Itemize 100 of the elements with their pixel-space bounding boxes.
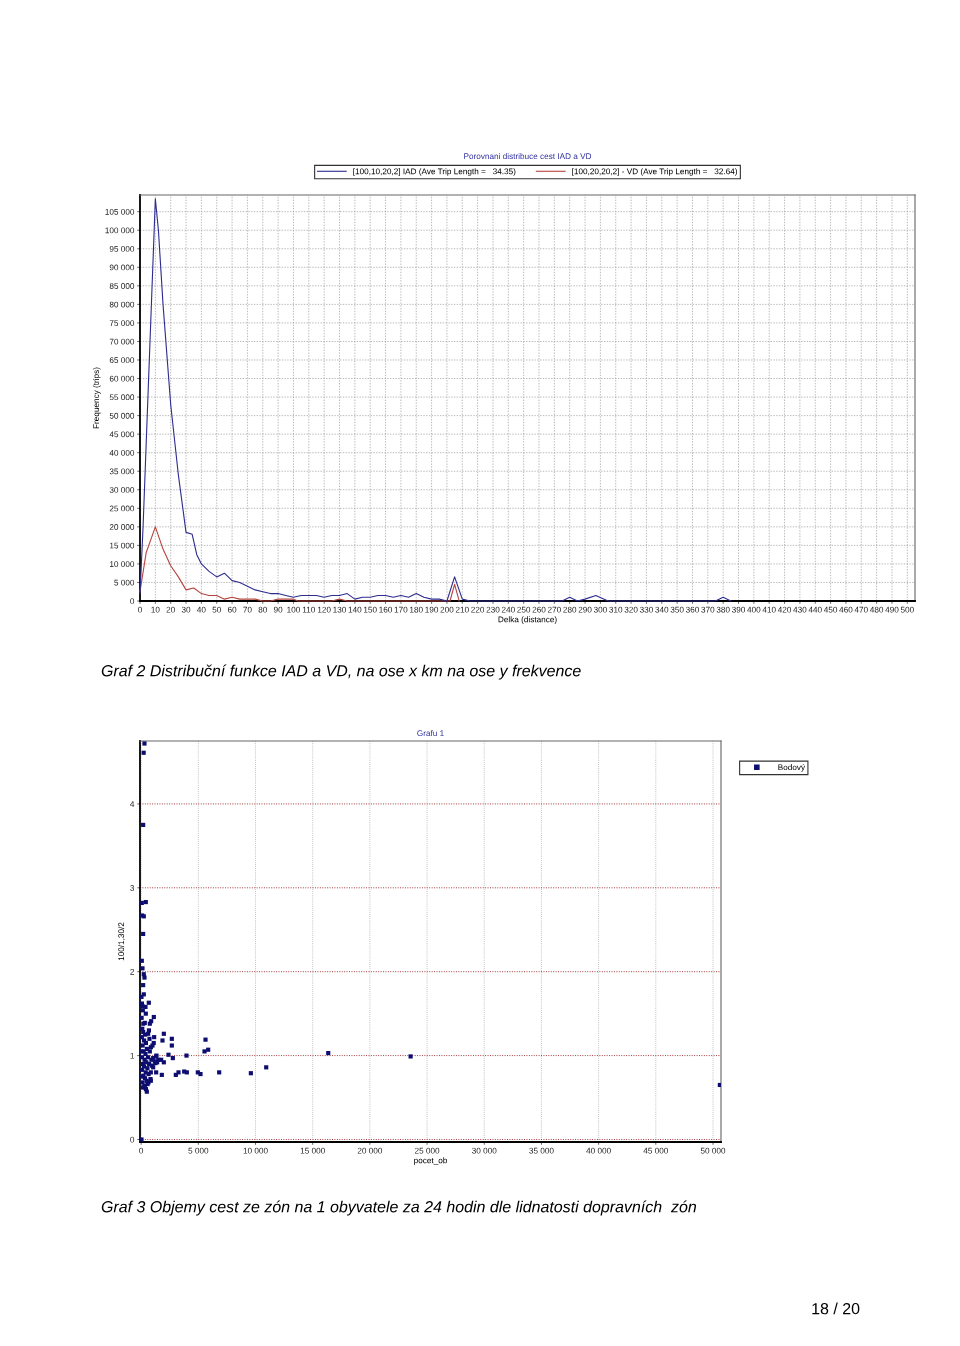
y-tick-label: 55 000 [109, 394, 135, 401]
x-tick-label: 260 [532, 606, 546, 613]
x-tick-label: 240 [501, 606, 515, 613]
x-tick-label: 230 [486, 606, 500, 613]
x-tick-label: 500 [900, 606, 914, 613]
x-tick-label: 360 [685, 606, 699, 613]
x-tick-label: 80 [258, 606, 268, 613]
x-tick-label: 130 [333, 606, 347, 613]
y-tick-label: 85 000 [109, 283, 135, 289]
x-tick-label: 30 000 [472, 1147, 497, 1154]
x-tick-label: 390 [731, 606, 746, 613]
x-tick-label: 160 [379, 606, 393, 613]
text: Graf 3 Objemy cest ze zón na 1 obyvatele za 24 hodin dle lidnatosti dopravních zón [101, 1200, 697, 1216]
y-tick-label: 0 [130, 598, 135, 605]
legend-label: [100,20,20,2] - VD (Ave Trip Length = 32.64) [572, 168, 737, 176]
x-tick-label: 150 [363, 606, 377, 613]
x-tick-label: 90 [273, 606, 283, 613]
text: Graf 2 Distribuční funkce IAD a VD, na ose x km na ose y frekvence [101, 664, 581, 680]
y-tick-label: 80 000 [109, 301, 135, 308]
y-tick-label: 2 [130, 968, 135, 975]
x-tick-label: 200 [440, 606, 454, 613]
x-axis-title: Delka (distance) [498, 616, 557, 624]
y-tick-label: 105 000 [105, 208, 135, 215]
x-tick-label: 340 [655, 606, 669, 613]
x-tick-label: 300 [593, 606, 607, 613]
x-tick-label: 40 000 [586, 1147, 611, 1154]
x-tick-label: 380 [716, 606, 730, 613]
y-axis-title: 100/1,30/2 [118, 922, 126, 961]
y-tick-label: 45 000 [109, 431, 135, 438]
y-tick-label: 1 [130, 1052, 135, 1059]
y-axis-title: Frequency (trips) [93, 367, 101, 429]
x-tick-label: 0 [139, 1147, 144, 1154]
x-tick-label: 290 [578, 606, 592, 613]
x-tick-label: 10 000 [243, 1147, 268, 1154]
x-tick-label: 330 [639, 606, 653, 613]
x-tick-label: 140 [348, 606, 362, 613]
x-tick-label: 25 000 [414, 1147, 440, 1154]
x-tick-label: 50 000 [700, 1147, 726, 1154]
line-series [139, 526, 460, 602]
y-tick-label: 95 000 [109, 246, 135, 252]
x-tick-label: 270 [547, 606, 561, 613]
y-tick-label: 4 [130, 801, 135, 807]
x-tick-label: 50 [212, 606, 221, 613]
y-tick-label: 25 000 [109, 505, 135, 512]
x-tick-label: 410 [762, 606, 776, 613]
x-tick-label: 60 [227, 606, 237, 613]
x-tick-label: 100 [287, 606, 300, 613]
y-tick-label: 0 [130, 1136, 135, 1143]
y-tick-label: 30 000 [109, 487, 135, 493]
x-tick-label: 180 [410, 606, 423, 613]
x-tick-label: 170 [394, 606, 408, 613]
y-tick-label: 3 [130, 885, 135, 891]
chart-title: Porovnani distribuce cest IAD a VD [464, 153, 592, 160]
x-axis-title: pocet_ob [414, 1157, 448, 1165]
y-tick-label: 90 000 [109, 264, 135, 271]
x-tick-label: 10 [151, 606, 160, 613]
y-tick-label: 60 000 [109, 375, 135, 382]
x-tick-label: 420 [777, 606, 792, 613]
x-tick-label: 40 [197, 606, 206, 613]
x-tick-label: 280 [563, 606, 577, 613]
x-tick-label: 350 [670, 606, 684, 613]
y-tick-label: 50 000 [109, 412, 135, 419]
x-tick-label: 20 [166, 606, 175, 613]
x-tick-label: 20 000 [357, 1147, 383, 1154]
y-tick-label: 10 000 [110, 561, 135, 567]
y-tick-label: 15 000 [110, 542, 135, 549]
x-tick-label: 15 000 [300, 1147, 325, 1154]
x-tick-label: 490 [885, 606, 899, 613]
y-tick-label: 5 000 [114, 579, 135, 586]
x-tick-label: 430 [793, 606, 807, 613]
line-series [139, 198, 732, 602]
x-tick-label: 70 [243, 606, 252, 613]
x-tick-label: 400 [747, 606, 761, 613]
x-tick-label: 370 [701, 606, 715, 613]
chart-title: Grafu 1 [417, 730, 444, 737]
x-tick-label: 30 [181, 606, 191, 613]
y-tick-label: 100 000 [105, 227, 135, 234]
x-tick-label: 120 [317, 606, 331, 613]
x-tick-label: 470 [854, 606, 868, 613]
y-tick-label: 40 000 [109, 449, 135, 456]
x-tick-label: 45 000 [643, 1147, 669, 1154]
x-tick-label: 320 [624, 606, 638, 613]
x-tick-label: 220 [471, 606, 485, 613]
y-tick-label: 75 000 [109, 320, 135, 326]
x-tick-label: 5 000 [188, 1147, 209, 1154]
x-tick-label: 480 [869, 606, 884, 613]
y-tick-label: 70 000 [109, 338, 135, 345]
x-tick-label: 310 [609, 606, 623, 613]
x-tick-label: 0 [138, 606, 142, 613]
y-tick-label: 65 000 [109, 357, 135, 364]
text: 18 / 20 [812, 1302, 860, 1315]
x-tick-label: 460 [839, 606, 853, 613]
x-tick-label: 35 000 [529, 1147, 554, 1154]
x-tick-label: 190 [425, 606, 439, 613]
x-tick-label: 110 [302, 606, 316, 613]
x-tick-label: 210 [455, 606, 469, 613]
x-tick-label: 250 [517, 606, 531, 613]
x-tick-label: 440 [808, 606, 822, 613]
x-tick-label: 450 [823, 606, 838, 613]
legend-label: Bodový [778, 764, 806, 772]
